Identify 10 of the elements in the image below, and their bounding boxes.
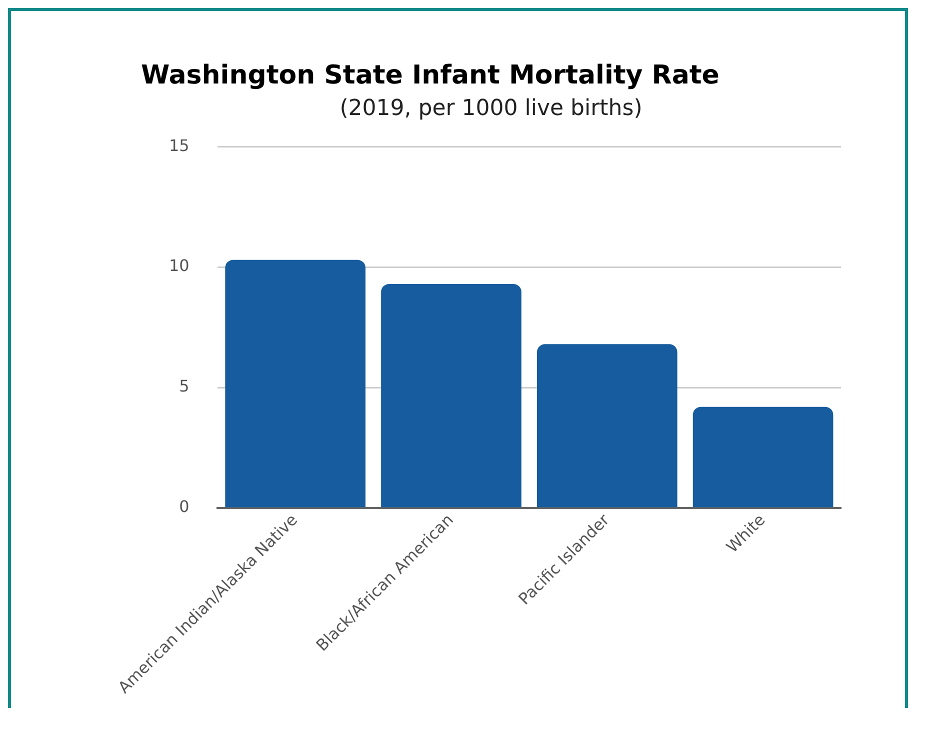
bar [225,260,366,508]
y-tick-label: 10 [169,256,190,276]
bar [692,406,834,508]
chart-title: Washington State Infant Mortality Rate [141,60,720,90]
y-tick-label: 15 [169,136,190,155]
y-tick-label: 0 [179,497,190,516]
chart-subtitle: (2019, per 1000 live births) [340,96,642,122]
bar [536,344,678,508]
y-tick-label: 5 [179,376,190,396]
bar [381,284,522,508]
